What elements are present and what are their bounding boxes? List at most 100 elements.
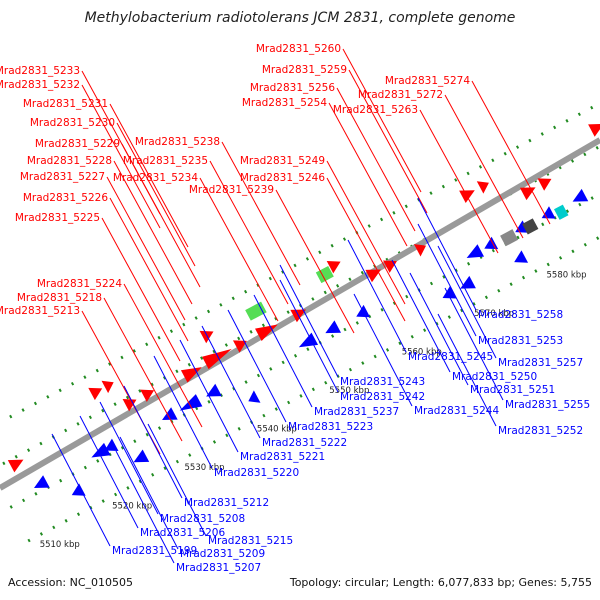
forward-gene-4 [180,367,202,383]
kbp-tick-label: 5550 kbp [329,386,369,396]
forward-gene-label: Mrad2831_5246 [240,172,325,184]
reverse-gene-label: Mrad2831_5251 [470,384,555,396]
forward-gene-label: Mrad2831_5228 [27,155,112,167]
forward-label-leader [121,143,201,288]
forward-gene-label: Mrad2831_5233 [0,65,80,77]
kbp-tick-label: 5560 kbp [402,348,442,358]
misc-feature-1 [554,204,569,220]
forward-label-leader [326,160,406,305]
forward-gene-labels: Mrad2831_5260 Mrad2831_5233 Mrad2831_5259 M… [0,43,470,317]
forward-gene-label: Mrad2831_5260 [256,43,341,55]
dots-outer-forward [0,101,600,425]
forward-gene-label: Mrad2831_5263 [333,104,418,116]
reverse-label-leader [417,197,477,311]
tick-dot-tracks [0,101,600,543]
reverse-gene-label: Mrad2831_5209 [180,548,265,560]
forward-label-leader [109,103,189,248]
kbp-tick-label: 5580 kbp [547,271,587,281]
kbp-scale: 5510 kbp 5520 kbp 5530 kbp 5540 kbp 5550 kbp… [40,271,587,550]
reverse-gene-label: Mrad2831_5212 [184,497,269,509]
forward-gene-label: Mrad2831_5227 [20,171,105,183]
forward-gene-9 [365,269,382,283]
reverse-gene-1 [33,475,50,489]
forward-gene-label: Mrad2831_5224 [37,278,122,290]
label-leader-lines [51,48,551,564]
reverse-gene-5 [179,394,203,411]
forward-label-leader [444,94,524,239]
forward-label-leader [101,217,181,362]
topology-text: Topology: circular; Length: 6,077,833 bp… [289,576,592,589]
reverse-label-leader [437,245,497,359]
forward-gene-label: Mrad2831_5226 [23,192,108,204]
reverse-gene-11 [484,236,499,250]
forward-label-leader [348,69,428,214]
pseudo-gene-2 [522,218,539,235]
forward-label-leader [103,297,183,442]
reverse-outer-gene-5 [460,275,476,289]
reverse-gene-label: Mrad2831_5255 [505,399,590,411]
forward-gene-label: Mrad2831_5231 [23,98,108,110]
forward-label-leader [106,176,186,321]
reverse-gene-2 [91,442,111,458]
forward-gene-11 [413,244,427,257]
forward-label-leader [199,177,279,322]
reverse-gene-label: Mrad2831_5199 [112,545,197,557]
reverse-gene-label: Mrad2831_5242 [340,391,425,403]
accession-text: Accession: NC_010505 [8,576,133,589]
forward-gene-7 [255,324,278,341]
reverse-label-leader [115,450,175,564]
forward-gene-label: Mrad2831_5254 [242,97,327,109]
forward-gene-1 [7,459,24,473]
kbp-tick-label: 5570 kbp [474,309,514,319]
forward-gene-label: Mrad2831_5235 [123,155,208,167]
forward-label-leader [326,177,406,322]
forward-gene-label: Mrad2831_5272 [358,89,443,101]
reverse-gene-label: Mrad2831_5243 [340,376,425,388]
forward-gene-2 [122,399,137,412]
forward-outer-gene-3 [199,330,214,344]
forward-gene-label: Mrad2831_5256 [250,82,335,94]
reverse-gene-label: Mrad2831_5253 [478,335,563,347]
forward-gene-label: Mrad2831_5230 [30,117,115,129]
reverse-outer-gene-3 [248,390,261,403]
reverse-outer-gene-6 [514,250,529,263]
forward-gene-label: Mrad2831_5249 [240,155,325,167]
reverse-label-leader [153,355,213,469]
kbp-tick-label: 5510 kbp [40,540,80,550]
reverse-gene-4 [162,407,178,420]
reverse-gene-label: Mrad2831_5250 [452,371,537,383]
kbp-tick-label: 5530 kbp [185,463,225,473]
forward-outer-gene-6 [476,181,489,194]
reverse-label-leader [147,423,207,537]
reverse-gene-label: Mrad2831_5215 [208,535,293,547]
forward-gene-3 [140,389,155,403]
reverse-gene-label: Mrad2831_5221 [240,451,325,463]
forward-label-leader [471,80,551,225]
forward-label-leader [328,102,408,247]
forward-gene-label: Mrad2831_5232 [0,79,80,91]
kbp-tick-label: 5520 kbp [112,502,152,512]
reverse-gene-labels: Mrad2831_5258 Mrad2831_5253 Mrad2831_5257 M… [112,309,590,574]
reverse-label-leader [179,339,239,453]
reverse-gene-6 [206,383,222,397]
reverse-gene-label: Mrad2831_5222 [262,437,347,449]
forward-label-leader [221,141,301,286]
forward-gene-6 [232,340,247,353]
forward-label-leader [419,109,499,254]
reverse-gene-8 [325,320,342,334]
forward-gene-5 [202,348,232,370]
reverse-label-leader [417,223,477,337]
reverse-gene-label: Mrad2831_5257 [498,357,583,369]
reverse-label-leader [119,436,179,550]
reverse-label-leader [227,309,287,423]
forward-gene-label: Mrad2831_5234 [113,172,198,184]
forward-gene-label: Mrad2831_5274 [385,75,470,87]
forward-outer-gene-2 [101,380,114,394]
reverse-gene-label: Mrad2831_5252 [498,425,583,437]
forward-label-leader [209,160,289,305]
reverse-label-leader [279,264,339,378]
reverse-label-leader [353,293,413,407]
forward-gene-13 [537,178,552,191]
reverse-label-leader [444,287,504,401]
